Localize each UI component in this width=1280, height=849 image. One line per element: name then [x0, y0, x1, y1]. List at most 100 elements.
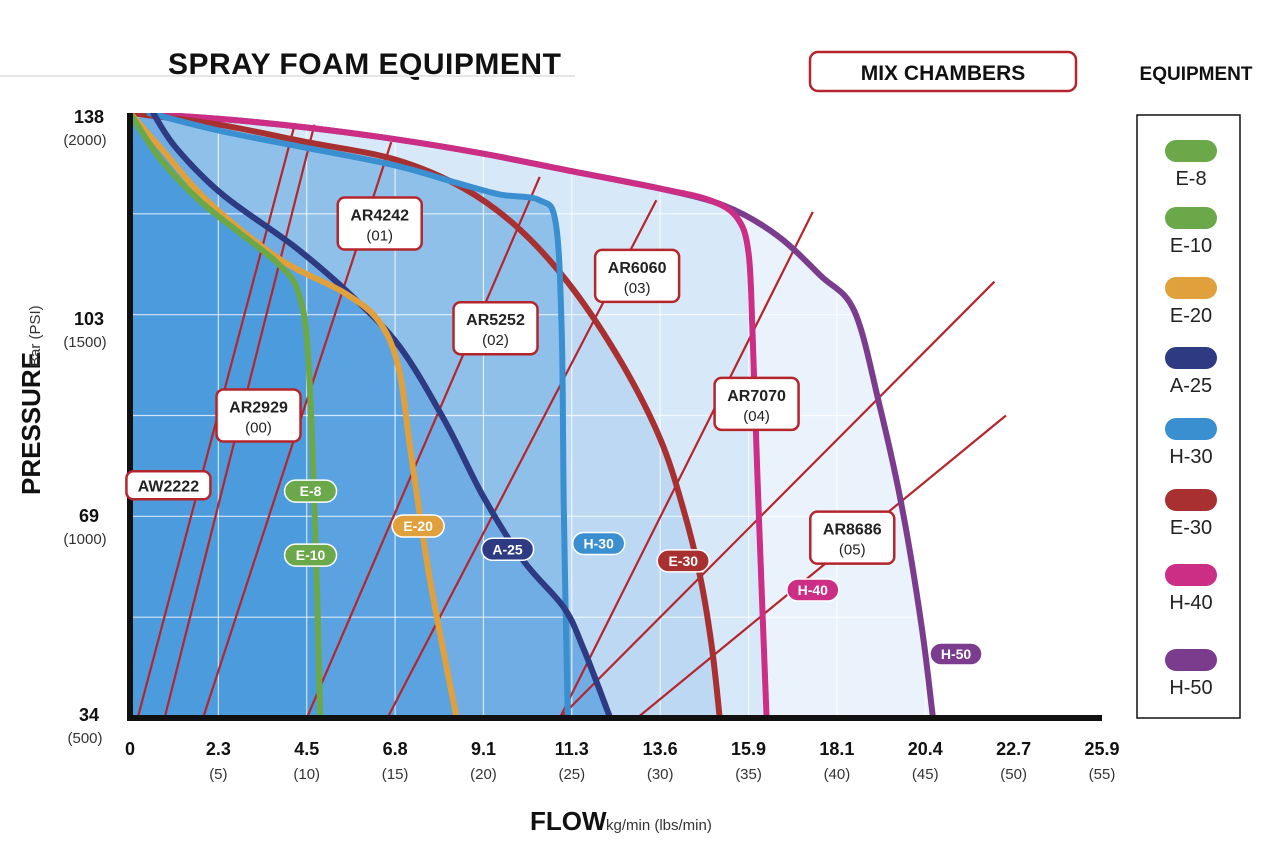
y-axis-ticks: 138 (2000) 103 (1500) 69 (1000) 34 (500)	[63, 107, 106, 747]
x-tick-label: 15.9	[731, 739, 766, 759]
callout-code: (00)	[245, 420, 272, 437]
x-tick-sublabel: (15)	[382, 766, 409, 783]
x-tick-label: 9.1	[471, 739, 496, 759]
legend-label: H-50	[1169, 677, 1212, 699]
series-label-text: H-30	[584, 535, 615, 551]
series-label-pill	[480, 537, 535, 562]
series-label-e-20: E-20	[391, 514, 445, 538]
callout-box	[809, 510, 896, 565]
series-label-h-30: H-30	[571, 531, 626, 556]
x-tick-label: 0	[125, 739, 135, 759]
y-axis-label: PRESSURE	[16, 352, 46, 495]
legend-item-a-25: A-25	[1165, 347, 1217, 397]
axes	[127, 113, 1102, 721]
x-axis-label: FLOW	[530, 806, 607, 836]
legend-swatch	[1165, 564, 1217, 586]
callout-ar2929: AR2929 (00)	[215, 388, 302, 443]
legend-item-h-40: H-40	[1165, 564, 1217, 614]
mix-chamber-line-ar7070	[558, 211, 814, 718]
series-label-pill	[786, 578, 840, 602]
legend-label: E-20	[1170, 305, 1212, 327]
callout-code: (01)	[366, 228, 393, 245]
y-tick-sublabel: (2000)	[63, 132, 106, 149]
series-label-pill	[571, 531, 626, 556]
y-tick-sublabel: (1500)	[63, 334, 106, 351]
curve-h-30	[146, 113, 571, 718]
callout-code: (04)	[743, 408, 770, 425]
series-label-pill	[656, 549, 710, 573]
callout-code: (02)	[482, 332, 509, 349]
legend-item-e-10: E-10	[1165, 207, 1217, 257]
series-label-pill	[391, 514, 445, 538]
legend-item-e-30: E-30	[1165, 489, 1217, 539]
y-tick-sublabel: (1000)	[63, 531, 106, 548]
callout-name: AR7070	[727, 388, 786, 405]
legend-swatch	[1165, 277, 1217, 299]
callout-code: (05)	[839, 542, 866, 559]
callout-box	[336, 196, 423, 251]
legend-label: E-30	[1170, 517, 1212, 539]
x-tick-sublabel: (30)	[647, 766, 674, 783]
legend-item-h-30: H-30	[1165, 418, 1217, 468]
x-tick-label: 6.8	[383, 739, 408, 759]
callout-code: (03)	[624, 280, 651, 297]
x-tick-sublabel: (35)	[735, 766, 762, 783]
series-label-text: E-8	[300, 483, 322, 499]
series-label-text: A-25	[492, 541, 523, 557]
series-label-pill	[929, 642, 983, 666]
legend-swatch	[1165, 489, 1217, 511]
mix-chamber-line-extra-7	[636, 414, 1007, 718]
x-tick-label: 22.7	[996, 739, 1031, 759]
series-label-e-30: E-30	[656, 549, 710, 573]
series-label-text: E-10	[296, 547, 326, 563]
mix-chambers-header: MIX CHAMBERS	[808, 50, 1078, 93]
legend-label: E-8	[1175, 168, 1206, 190]
x-tick-label: 25.9	[1084, 739, 1119, 759]
series-label-pill	[283, 479, 338, 503]
series-label-text: H-40	[798, 582, 829, 598]
legend-box	[1136, 114, 1241, 719]
curve-e-20	[130, 113, 460, 718]
legend-label: A-25	[1170, 375, 1212, 397]
series-label-a-25: A-25	[480, 537, 535, 562]
legend-swatch	[1165, 207, 1217, 229]
callout-name: AR8686	[823, 522, 882, 539]
x-tick-label: 18.1	[819, 739, 854, 759]
legend-item-e-8: E-8	[1165, 140, 1217, 190]
legend-swatch	[1165, 418, 1217, 440]
curve-e-30	[130, 113, 723, 718]
series-label-e-8: E-8	[283, 479, 338, 503]
legend-swatch	[1165, 140, 1217, 162]
series-labels: E-8 E-10 E-20 A-25 H-30 E-30 H-40 H-50	[283, 479, 983, 666]
callout-box	[452, 300, 539, 356]
y-tick-label: 103	[74, 309, 104, 329]
mix-chamber-line-ar8686	[558, 280, 996, 718]
series-label-text: E-20	[403, 518, 433, 534]
legend-swatch	[1165, 649, 1217, 671]
callout-name: AW2222	[138, 478, 199, 495]
legend-item-e-20: E-20	[1165, 277, 1217, 327]
mix-chamber-callouts: AW2222 AR2929 (00) AR4242 (01) AR5252 (02) AR60…	[125, 196, 896, 565]
series-label-pill	[283, 543, 338, 567]
mix-chambers-label: MIX CHAMBERS	[861, 62, 1026, 85]
y-tick-sublabel: (500)	[67, 730, 102, 747]
callout-ar7070: AR7070 (04)	[713, 376, 800, 432]
x-axis-unit: kg/min (lbs/min)	[606, 817, 712, 834]
series-label-text: H-50	[941, 646, 972, 662]
callout-name: AR2929	[229, 400, 288, 417]
callout-ar4242: AR4242 (01)	[336, 196, 423, 251]
callout-name: AR4242	[350, 208, 409, 225]
x-tick-label: 20.4	[908, 739, 943, 759]
grid-lines	[130, 113, 1103, 718]
x-tick-label: 4.5	[294, 739, 319, 759]
legend-label: E-10	[1170, 235, 1212, 257]
callout-box	[125, 470, 212, 501]
callout-box	[215, 388, 302, 443]
legend-swatch	[1165, 347, 1217, 369]
legend-label: H-30	[1169, 446, 1212, 468]
callout-ar8686: AR8686 (05)	[809, 510, 896, 565]
legend: E-8 E-10 E-20 A-25 H-30 E-30 H-40 H-50	[1165, 140, 1217, 699]
x-tick-label: 13.6	[643, 739, 678, 759]
y-tick-label: 69	[79, 506, 99, 526]
series-label-h-40: H-40	[786, 578, 840, 602]
